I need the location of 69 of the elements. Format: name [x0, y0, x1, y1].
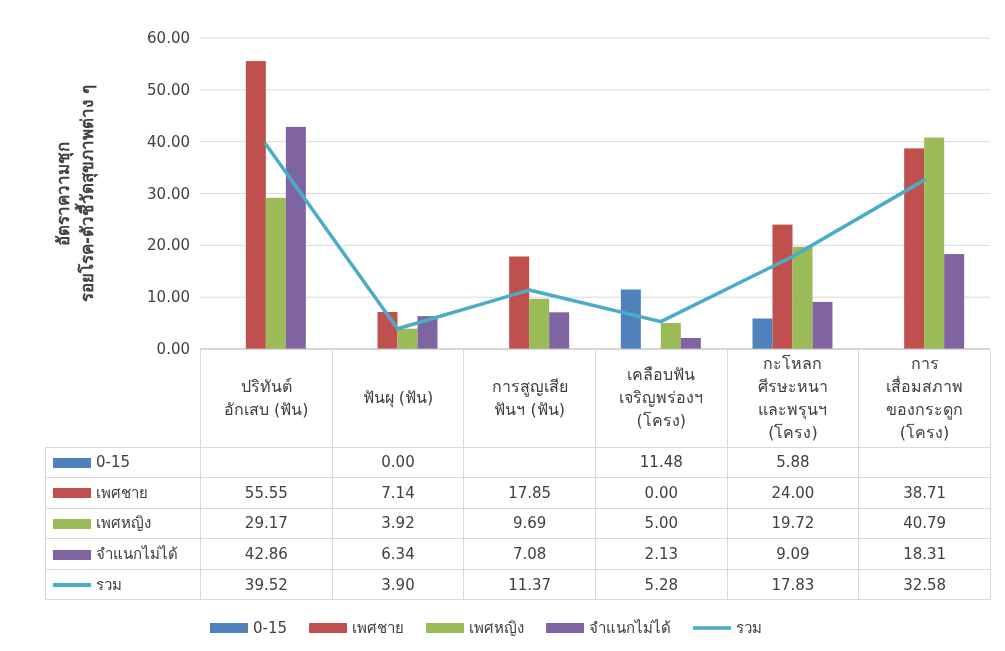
- legend-label: เพศชาย: [45, 477, 201, 509]
- y-tick-label: 60.00: [147, 29, 190, 47]
- bar: [660, 323, 681, 349]
- data-label: 9.69: [463, 508, 596, 539]
- legend-จำแนกไม่ได้: จำแนกไม่ได้: [546, 619, 672, 637]
- data-label: 38.71: [858, 477, 991, 509]
- data-label: 0.00: [332, 447, 464, 478]
- y-tick-label: 20.00: [147, 236, 190, 255]
- data-label: 55.55: [200, 477, 333, 509]
- bar: [509, 256, 530, 349]
- bar: [265, 197, 286, 349]
- bar: [812, 301, 833, 349]
- bar: [549, 312, 570, 349]
- x-tick-label: ฟันผุ (ฟัน): [332, 349, 464, 447]
- bar: [772, 224, 793, 349]
- data-label: 7.08: [463, 538, 596, 570]
- legend-label: 0-15: [253, 619, 288, 637]
- bar: [904, 148, 925, 349]
- data-label: 2.13: [595, 538, 728, 570]
- data-label: 29.17: [200, 508, 333, 539]
- bar: [752, 318, 773, 349]
- data-label: 17.83: [727, 569, 859, 600]
- bar: [924, 137, 945, 349]
- x-tick-label: กะโหลก ศีรษะหนา และพรุนฯ (โครง): [727, 349, 859, 447]
- y-tick-label: 30.00: [147, 184, 190, 203]
- bar: [529, 298, 550, 349]
- bar: [792, 246, 813, 349]
- x-tick-label: ปริทันต์ อักเสบ (ฟัน): [200, 349, 333, 447]
- data-label: 9.09: [727, 538, 859, 570]
- data-label: 17.85: [463, 477, 596, 509]
- legend-label: รวม: [45, 569, 201, 600]
- data-label: 32.58: [858, 569, 991, 600]
- data-label: 42.86: [200, 538, 333, 570]
- y-tick-label: 40.00: [147, 132, 190, 151]
- legend-label: เพศหญิง: [45, 508, 201, 539]
- legend-label: จำแนกไม่ได้: [45, 538, 201, 570]
- data-label: 7.14: [332, 477, 464, 509]
- data-label: 3.90: [332, 569, 464, 600]
- line-series: [264, 142, 926, 331]
- bar: [680, 337, 701, 349]
- bar: [285, 126, 306, 349]
- data-label: 19.72: [727, 508, 859, 539]
- data-label: 39.52: [200, 569, 333, 600]
- x-tick-label: การ เสื่อมสภาพ ของกระดูก (โครง): [858, 349, 991, 447]
- x-tick-label: การสูญเสีย ฟันฯ (ฟัน): [463, 349, 596, 447]
- data-label: 24.00: [727, 477, 859, 509]
- bar: [620, 289, 641, 349]
- bar: [397, 328, 418, 349]
- legend-เพศชาย: เพศชาย: [309, 619, 405, 637]
- legend-รวม: รวม: [693, 619, 763, 637]
- text: 0-15: [96, 453, 131, 472]
- bar: [245, 61, 266, 349]
- data-label: 5.28: [595, 569, 728, 600]
- data-label: 5.88: [727, 447, 859, 478]
- bar: [944, 254, 965, 349]
- data-label: 18.31: [858, 538, 991, 570]
- y-tick-label: 50.00: [147, 80, 190, 99]
- data-label: 6.34: [332, 538, 464, 570]
- data-label: 40.79: [858, 508, 991, 539]
- data-label: 11.37: [463, 569, 596, 600]
- y-axis-title: อัตราความชุก รอยโรค-ตัวชี้วัดสุขภาพต่าง ๆ: [53, 85, 98, 302]
- y-tick-label: 10.00: [147, 288, 190, 307]
- data-label: 0.00: [595, 477, 728, 509]
- data-label: 11.48: [595, 447, 728, 478]
- legend-เพศหญิง: เพศหญิง: [426, 619, 525, 637]
- data-label: 3.92: [332, 508, 464, 539]
- data-label: 5.00: [595, 508, 728, 539]
- x-tick-label: เคลือบฟัน เจริญพร่องฯ (โครง): [595, 349, 728, 447]
- y-tick-label: 0.00: [156, 340, 190, 358]
